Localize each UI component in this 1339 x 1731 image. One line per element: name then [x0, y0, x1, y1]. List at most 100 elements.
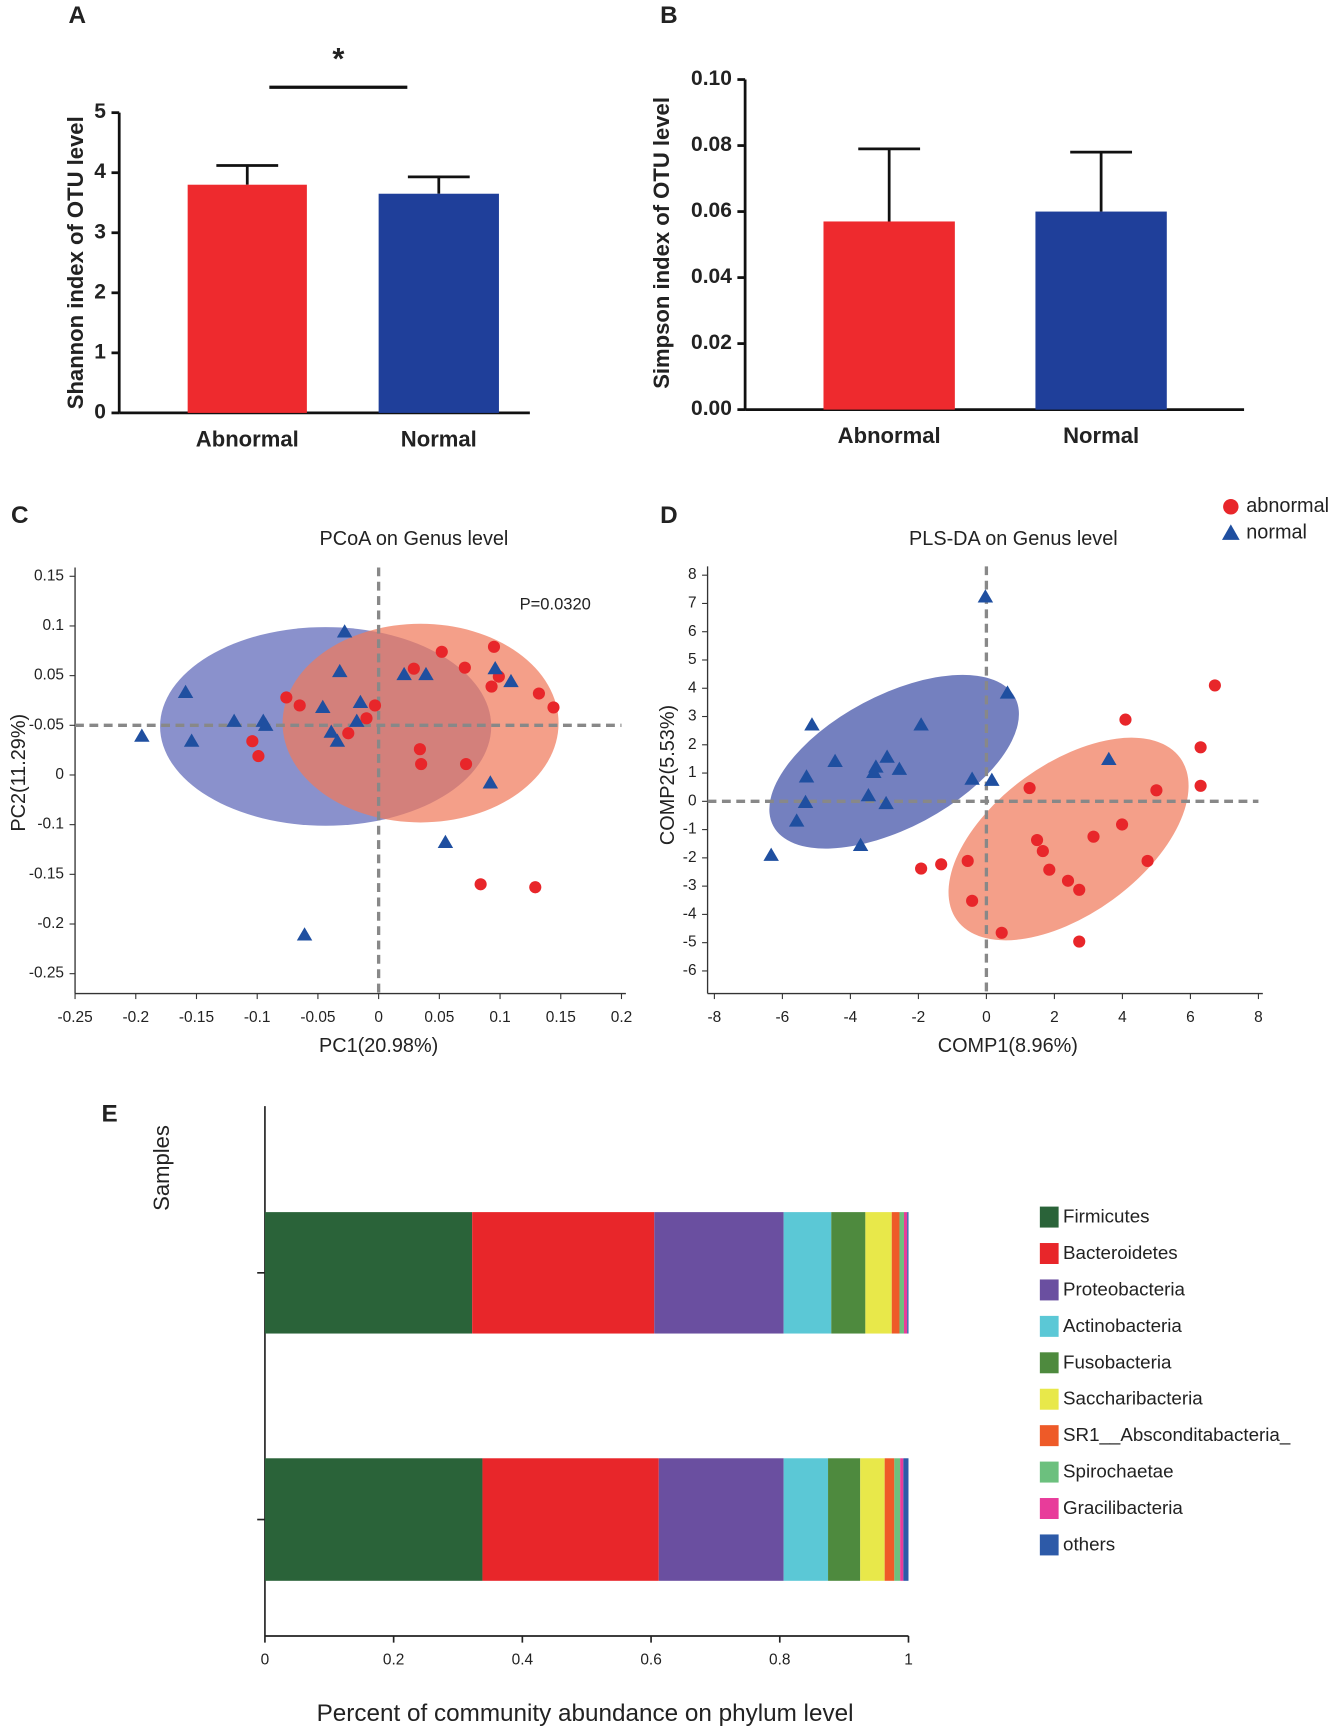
point: [482, 775, 499, 789]
y-tick-label: 2: [688, 736, 697, 753]
chart-title: PLS-DA on Genus level: [909, 528, 1118, 550]
legend-swatch: [1039, 1388, 1059, 1410]
point: [1036, 845, 1049, 858]
point: [966, 894, 979, 907]
x-tick-label: 2: [1050, 1009, 1059, 1026]
point: [437, 834, 454, 849]
legend-label: normal: [1246, 521, 1307, 543]
y-tick-label: -0.1: [37, 816, 64, 833]
x-tick-label: Normal: [401, 426, 477, 451]
point: [177, 684, 194, 699]
confidence-ellipse: [948, 737, 1189, 941]
bar: [187, 184, 307, 413]
bar-segment: [482, 1458, 659, 1581]
legend-label: others: [1063, 1533, 1115, 1554]
annotation: P=0.0320: [520, 594, 591, 613]
bar-segment: [783, 1458, 829, 1581]
y-tick-label: 7: [688, 595, 697, 612]
point: [913, 717, 929, 731]
point: [415, 757, 428, 771]
point: [360, 712, 373, 725]
bar-segment: [903, 1458, 909, 1581]
point: [878, 795, 894, 810]
x-tick-label: 0.2: [383, 1651, 404, 1668]
legend-label: SR1__Absconditabacteria_: [1063, 1424, 1291, 1446]
point: [804, 717, 820, 731]
x-tick-label: 6: [1186, 1009, 1195, 1026]
point: [503, 673, 519, 688]
point: [458, 661, 471, 674]
bar-segment: [654, 1212, 784, 1334]
legend-swatch: [1039, 1425, 1059, 1447]
x-tick-label: 0.05: [424, 1009, 454, 1026]
panel-label: E: [102, 1100, 118, 1127]
y-tick-label: -2: [683, 849, 697, 866]
point: [183, 733, 200, 747]
point: [860, 787, 877, 802]
point: [315, 699, 331, 713]
legend-swatch: [1039, 1206, 1059, 1228]
point: [352, 694, 369, 708]
x-tick-label: 4: [1118, 1009, 1127, 1026]
point: [529, 881, 542, 894]
point: [246, 735, 259, 748]
y-tick-label: 0.02: [691, 331, 732, 354]
y-tick-label: 6: [688, 623, 697, 640]
panel-label: D: [660, 502, 678, 529]
y-tick-label: 0: [94, 400, 106, 423]
legend-label: Bacteroidetes: [1063, 1242, 1178, 1263]
legend-swatch: [1039, 1243, 1059, 1264]
x-tick-label: -0.2: [122, 1009, 149, 1026]
point: [396, 666, 412, 681]
point: [329, 733, 346, 747]
point: [349, 713, 365, 727]
point: [293, 699, 306, 712]
y-tick-label: -4: [683, 905, 697, 922]
point: [797, 794, 814, 808]
bar-segment: [891, 1212, 900, 1334]
point: [547, 701, 560, 714]
point: [1141, 854, 1154, 868]
point: [964, 771, 980, 785]
legend-label: Firmicutes: [1063, 1206, 1149, 1227]
y-tick-label: 0.00: [691, 397, 732, 420]
bar-segment: [472, 1212, 655, 1334]
point: [435, 645, 448, 658]
bar-segment: [894, 1458, 901, 1581]
point: [413, 743, 426, 756]
bar-segment: [884, 1458, 895, 1581]
y-tick-label: 0: [688, 792, 697, 809]
bar-segment: [658, 1458, 784, 1581]
point: [296, 927, 313, 941]
point: [134, 728, 150, 742]
point: [984, 772, 1000, 786]
point: [798, 769, 815, 783]
point: [1043, 863, 1056, 876]
panel-label: C: [11, 502, 29, 529]
y-tick-label: 5: [688, 651, 697, 668]
x-axis-label: PC1(20.98%): [319, 1035, 438, 1057]
y-tick-label: 0.04: [691, 265, 732, 288]
point: [788, 813, 805, 827]
point: [852, 837, 869, 851]
point: [1115, 818, 1129, 831]
y-tick-label: 0.05: [34, 667, 64, 684]
bar-segment: [264, 1212, 473, 1334]
y-tick-label: 0.06: [691, 199, 732, 222]
significance-mark: *: [332, 41, 344, 76]
point: [1119, 713, 1132, 726]
point: [368, 699, 382, 712]
point: [977, 589, 994, 603]
x-tick-label: 8: [1254, 1009, 1263, 1026]
x-tick-label: Normal: [1063, 423, 1139, 448]
legend-marker: [1221, 524, 1240, 540]
legend-swatch: [1039, 1534, 1059, 1556]
point: [474, 878, 487, 891]
y-tick-label: -0.25: [29, 965, 64, 982]
point: [336, 624, 353, 638]
bar-segment: [899, 1212, 904, 1334]
point: [763, 847, 779, 861]
x-tick-label: 0: [374, 1009, 383, 1026]
legend-label: Saccharibacteria: [1063, 1388, 1203, 1409]
point: [995, 926, 1008, 939]
